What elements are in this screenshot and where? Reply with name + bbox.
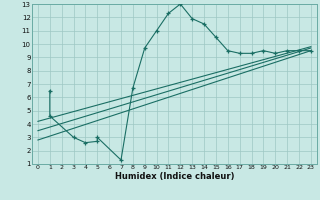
X-axis label: Humidex (Indice chaleur): Humidex (Indice chaleur): [115, 172, 234, 181]
